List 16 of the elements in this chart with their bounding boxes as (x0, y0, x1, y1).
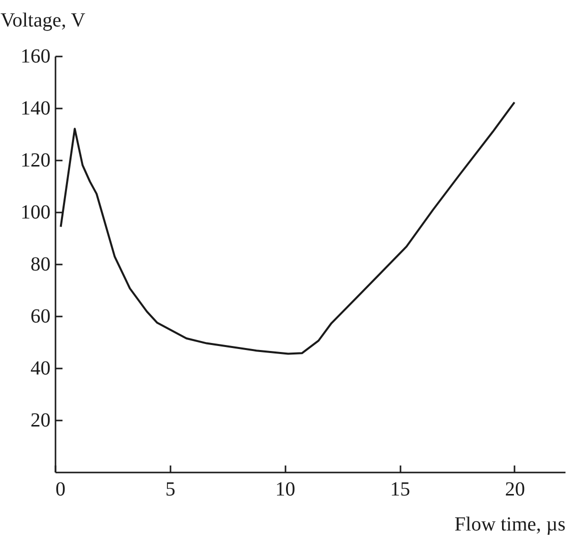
line-series (60, 101, 516, 355)
x-tick-label: 5 (165, 478, 176, 500)
y-tick-label: 20 (30, 410, 50, 432)
x-axis-title: Flow time, µs (454, 514, 566, 535)
y-tick-label: 160 (20, 46, 50, 68)
y-tick-label: 100 (20, 202, 50, 224)
y-tick-label: 120 (20, 150, 50, 172)
y-axis-title: Voltage, V (0, 10, 86, 32)
x-tick-label: 0 (56, 478, 66, 500)
y-tick-label: 60 (30, 306, 50, 328)
y-tick-label: 40 (30, 358, 50, 380)
x-tick-label: 10 (275, 478, 296, 500)
x-tick-label: 15 (390, 478, 410, 500)
x-tick-label: 20 (504, 478, 525, 500)
y-tick-label: 140 (20, 98, 50, 120)
y-tick-label: 80 (30, 254, 50, 276)
